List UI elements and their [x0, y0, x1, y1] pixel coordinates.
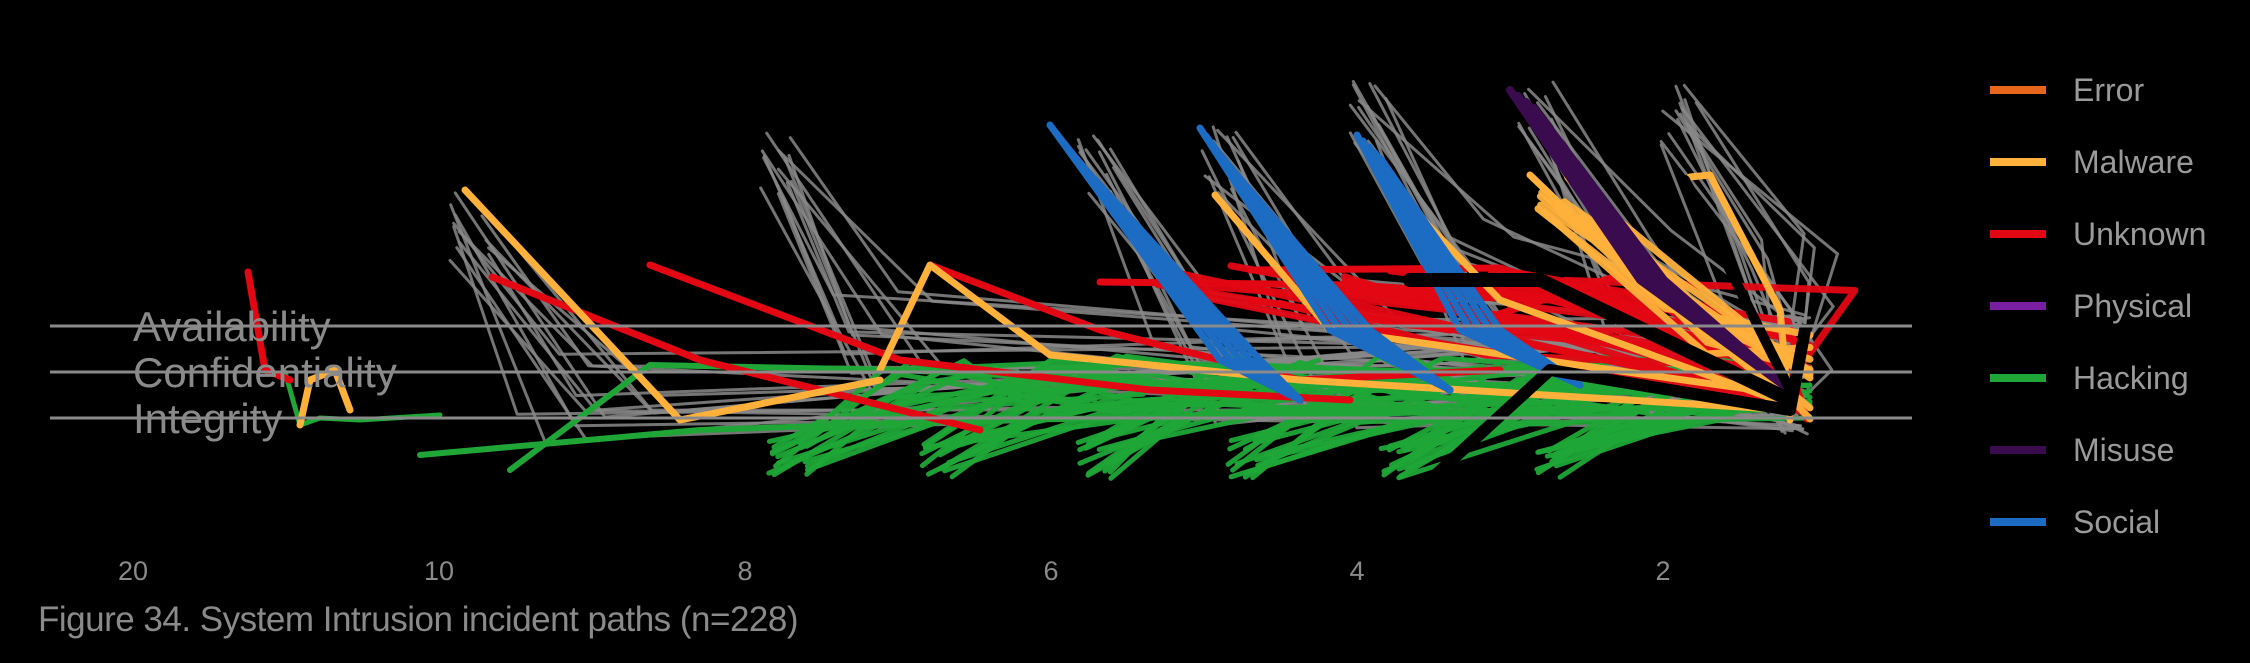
incident-path: [1090, 400, 1386, 443]
legend-label-malware: Malware: [2073, 144, 2194, 180]
incident-path: [1527, 87, 1810, 336]
figure-caption: Figure 34. System Intrusion incident pat…: [38, 600, 799, 639]
legend-label-misuse: Misuse: [2073, 432, 2174, 468]
category-label-availability: Availability: [133, 303, 331, 350]
incident-path: [244, 268, 294, 384]
incident-path: [486, 211, 1791, 415]
incident-path: [1403, 273, 1797, 407]
incident-path: [1070, 153, 1304, 404]
incident-path: [1680, 175, 1795, 395]
incident-path: [771, 372, 1151, 450]
incident-path: [876, 261, 1794, 414]
incident-path: [1424, 324, 1811, 486]
paths-layer: [244, 80, 1859, 486]
x-tick-label: 10: [424, 556, 454, 586]
category-label-integrity: Integrity: [133, 395, 282, 442]
legend-label-error: Error: [2073, 72, 2144, 108]
legend-label-physical: Physical: [2073, 288, 2192, 324]
incident-path: [1686, 123, 1816, 360]
incident-path: [805, 386, 1056, 473]
x-tick-label: 2: [1655, 556, 1670, 586]
incident-path: [1530, 104, 1794, 394]
x-tick-label: 6: [1043, 556, 1058, 586]
incident-path: [926, 261, 1504, 384]
incident-path: [487, 253, 1792, 398]
incident-path: [1680, 106, 1835, 344]
x-tick-label: 20: [118, 556, 148, 586]
category-label-confidentiality: Confidentiality: [133, 349, 397, 396]
legend-label-hacking: Hacking: [2073, 360, 2189, 396]
incident-path: [296, 366, 354, 429]
legend: Error Malware Unknown Physical Hacking Misuse…: [1990, 72, 2206, 540]
incident-path: [488, 273, 984, 434]
x-axis-ticks: 20 10 8 6 4 2: [118, 556, 1671, 586]
legend-label-unknown: Unknown: [2073, 216, 2206, 252]
legend-label-social: Social: [2073, 504, 2160, 540]
incident-path: [804, 367, 977, 477]
x-tick-label: 8: [737, 556, 752, 586]
incident-path: [1682, 83, 1806, 336]
incident-path: [949, 395, 1175, 480]
incident-path: [646, 261, 1354, 404]
incident-path: [417, 402, 1793, 458]
incident-path: [1220, 156, 1454, 394]
x-tick-label: 4: [1349, 556, 1364, 586]
incident-path: [461, 186, 884, 424]
category-gridlines: [50, 324, 1912, 420]
